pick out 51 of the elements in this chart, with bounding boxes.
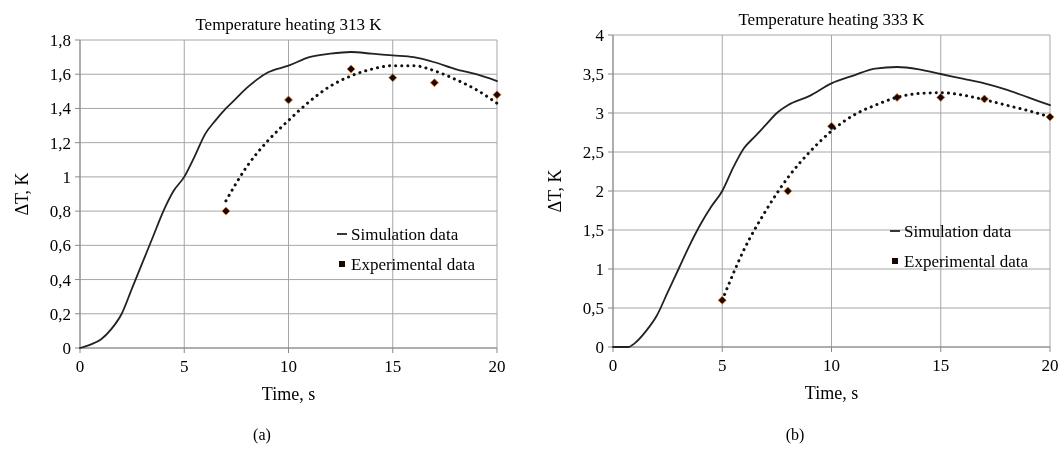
y-tick-label: 2 bbox=[595, 181, 604, 201]
y-tick-label: 1,8 bbox=[49, 30, 71, 50]
y-tick-label: 0,4 bbox=[49, 270, 72, 290]
legend-label: Simulation data bbox=[351, 224, 459, 244]
point bbox=[388, 73, 398, 83]
text: (b) bbox=[785, 426, 805, 444]
point bbox=[346, 64, 356, 74]
x-tick-label: 15 bbox=[932, 356, 950, 375]
x-tick-label: 15 bbox=[384, 357, 402, 376]
point bbox=[430, 78, 439, 88]
legend-label: Experimental data bbox=[351, 254, 476, 274]
legend-label: Simulation data bbox=[904, 221, 1012, 241]
y-axis-title: ΔT, K bbox=[545, 169, 565, 213]
x-tick-label: 10 bbox=[823, 356, 840, 375]
x-tick-label: 5 bbox=[718, 356, 727, 375]
y-tick-label: 0,5 bbox=[582, 298, 604, 318]
text: (a) bbox=[253, 426, 271, 444]
point bbox=[783, 186, 793, 196]
y-tick-label: 4 bbox=[595, 25, 605, 45]
x-tick-label: 0 bbox=[75, 357, 85, 376]
x-axis-title: Time, s bbox=[261, 384, 316, 404]
point bbox=[221, 206, 231, 216]
y-axis-title: ΔT, K bbox=[12, 172, 32, 216]
x-tick-label: 20 bbox=[488, 357, 506, 376]
x-axis-title: Time, s bbox=[804, 383, 859, 403]
y-tick-label: 1 bbox=[595, 259, 604, 279]
y-tick-label: 0 bbox=[595, 337, 604, 357]
chart-title: Temperature heating 333 K bbox=[738, 10, 926, 29]
point bbox=[827, 121, 836, 131]
x-tick-label: 5 bbox=[180, 357, 189, 376]
legend-label: Experimental data bbox=[904, 251, 1029, 271]
y-tick-label: 2,5 bbox=[582, 142, 604, 162]
y-tick-label: 1 bbox=[62, 167, 71, 187]
y-tick-label: 0,8 bbox=[49, 202, 71, 222]
y-tick-label: 0,2 bbox=[49, 304, 71, 324]
chart-title: Temperature heating 313 K bbox=[195, 15, 383, 34]
x-tick-label: 0 bbox=[608, 356, 618, 375]
y-tick-label: 1,2 bbox=[49, 133, 71, 153]
point bbox=[284, 95, 293, 105]
y-tick-label: 1,6 bbox=[49, 65, 71, 85]
x-tick-label: 10 bbox=[280, 357, 297, 376]
x-tick-label: 20 bbox=[1041, 356, 1059, 375]
y-tick-label: 1,5 bbox=[582, 220, 604, 240]
line-series bbox=[224, 64, 499, 203]
point bbox=[492, 90, 502, 100]
point bbox=[936, 93, 946, 102]
y-tick-label: 0 bbox=[62, 338, 71, 358]
y-tick-label: 3,5 bbox=[582, 64, 604, 84]
y-tick-label: 3 bbox=[595, 103, 604, 123]
y-tick-label: 1,4 bbox=[49, 99, 72, 119]
y-tick-label: 0,6 bbox=[49, 236, 71, 256]
